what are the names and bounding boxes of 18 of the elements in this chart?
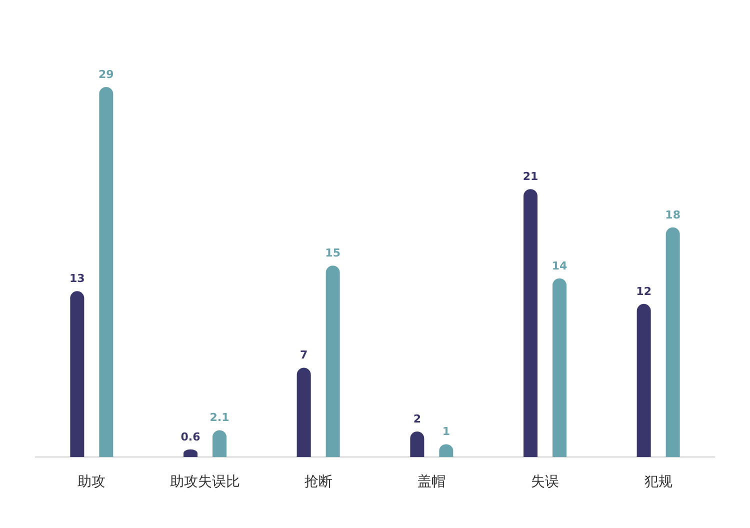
data-label: 18 (665, 208, 680, 222)
x-tick-label: 助攻 (78, 474, 106, 490)
data-label: 29 (98, 68, 114, 81)
x-tick-label: 犯规 (644, 474, 672, 490)
data-label: 21 (522, 170, 538, 184)
data-label: 2.1 (210, 411, 230, 424)
data-label: 7 (300, 348, 308, 362)
data-label: 12 (636, 284, 652, 298)
data-label: 14 (552, 259, 568, 272)
data-label: 0.6 (180, 430, 201, 444)
data-label: 15 (325, 246, 340, 260)
data-label: 13 (70, 272, 85, 286)
data-label: 2 (413, 412, 421, 426)
data-label: 1 (442, 425, 450, 438)
x-tick-label: 失误 (531, 474, 559, 490)
x-tick-label: 助攻失误比 (170, 474, 240, 490)
x-tick-label: 盖帽 (418, 474, 446, 490)
x-tick-label: 抢断 (304, 474, 332, 490)
